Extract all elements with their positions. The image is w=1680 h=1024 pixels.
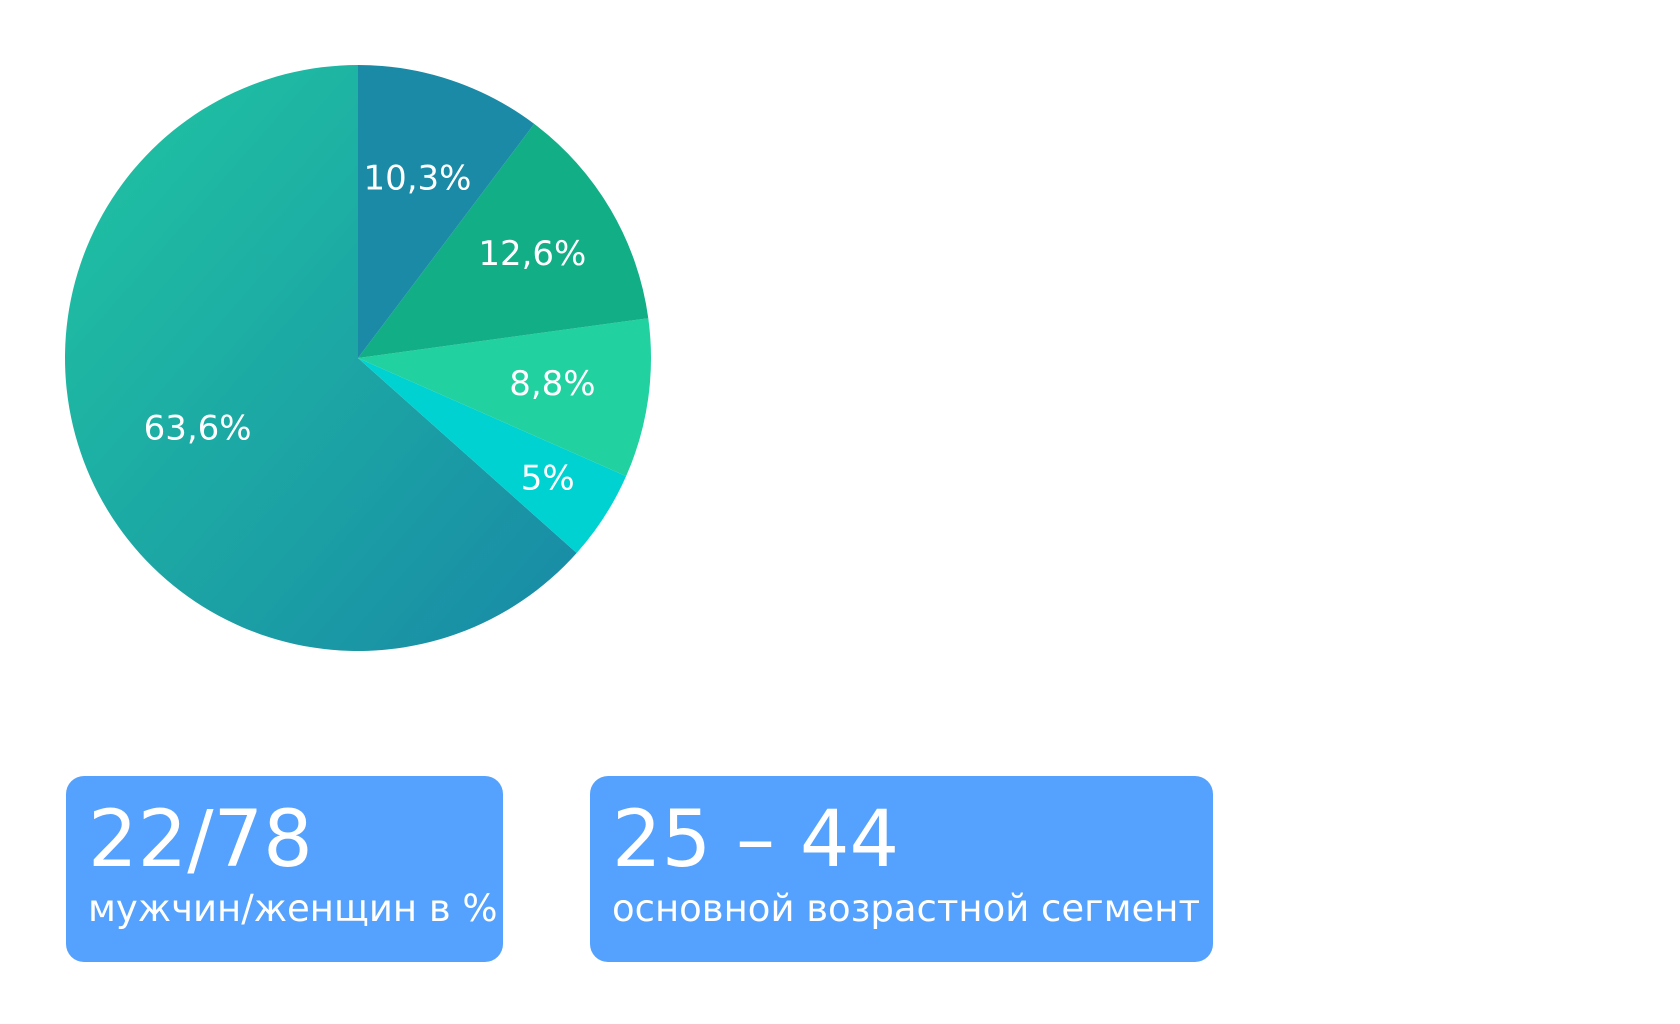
pie-slice-label-4: 12,6%	[478, 234, 586, 274]
pie-slice-label-5: 10,3%	[363, 159, 471, 199]
pie-slice-label-1: 63,6%	[144, 408, 252, 448]
pie-slice-1	[65, 65, 577, 651]
pie-slice-label-3: 8,8%	[509, 364, 595, 404]
pie-chart: 63,6% 5% 8,8% 12,6%10,3%	[65, 65, 651, 651]
pie-slice-label-2: 5%	[521, 459, 575, 499]
pie-slice-3	[358, 318, 651, 477]
age-segment-value: 25 – 44	[612, 795, 900, 885]
age-segment-caption: основной возрастной сегмент	[612, 887, 1201, 930]
pie-slice-4	[358, 123, 649, 358]
pie-slice-5	[358, 65, 535, 358]
pie-slice-2	[358, 358, 627, 554]
age-segment-card: 25 – 44 основной возрастной сегмент	[590, 776, 1213, 962]
gender-ratio-card: 22/78 мужчин/женщин в %	[66, 776, 503, 962]
gender-ratio-caption: мужчин/женщин в %	[88, 887, 498, 930]
gender-ratio-value: 22/78	[88, 795, 313, 885]
